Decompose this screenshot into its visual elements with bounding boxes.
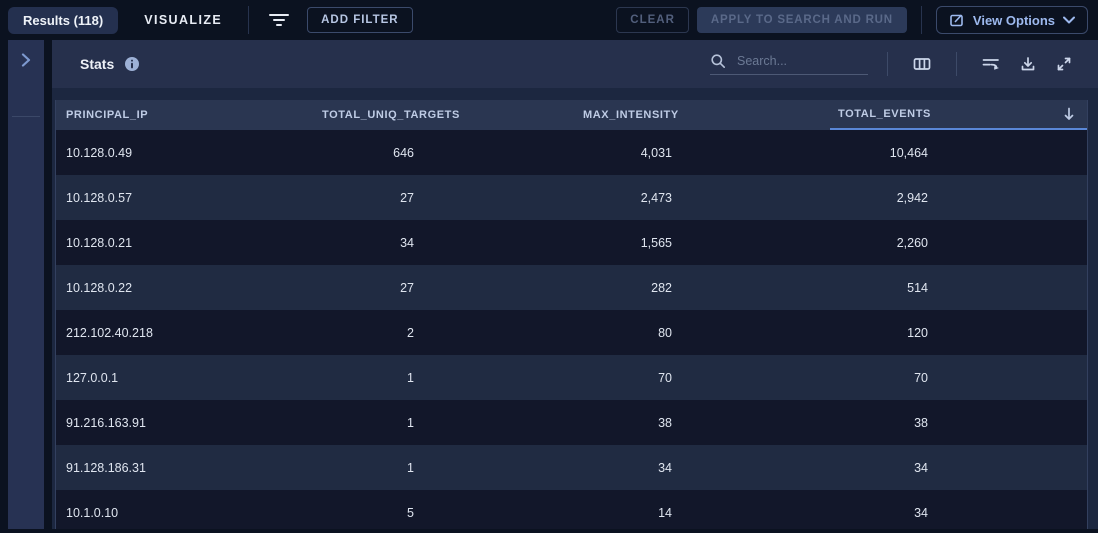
cell-total-uniq-targets[interactable]: 5 [407, 505, 414, 520]
table-body: 10.128.0.49 646 4,031 10,464 10.128.0.57… [56, 130, 1087, 533]
column-header-total-uniq-targets[interactable]: TOTAL_UNIQ_TARGETS [322, 109, 460, 121]
cell-principal-ip[interactable]: 127.0.0.1 [66, 370, 119, 385]
bottom-edge [0, 529, 1098, 533]
apply-to-search-and-run-button[interactable]: APPLY TO SEARCH AND RUN [696, 7, 907, 33]
cell-max-intensity[interactable]: 4,031 [640, 145, 672, 160]
table-row[interactable]: 10.128.0.57 27 2,473 2,942 [56, 175, 1087, 220]
main-area: Stats [0, 40, 1098, 533]
view-options-label: View Options [972, 12, 1055, 28]
cell-max-intensity[interactable]: 34 [658, 460, 672, 475]
cell-principal-ip[interactable]: 212.102.40.218 [66, 325, 153, 340]
wrap-rows-icon[interactable] [980, 54, 1002, 74]
cell-total-uniq-targets[interactable]: 646 [393, 145, 414, 160]
cell-total-uniq-targets[interactable]: 27 [400, 280, 414, 295]
search-icon [710, 53, 726, 69]
stats-table: PRINCIPAL_IP TOTAL_UNIQ_TARGETS MAX_INTE… [55, 100, 1088, 533]
sidebar-expand-button[interactable] [8, 40, 44, 80]
info-icon[interactable] [124, 56, 140, 72]
cell-total-events[interactable]: 514 [907, 280, 928, 295]
table-row[interactable]: 10.1.0.10 5 14 34 [56, 490, 1087, 533]
topbar: Results (118) VISUALIZE ADD FILTER CLEAR… [0, 0, 1098, 40]
table-row[interactable]: 91.216.163.91 1 38 38 [56, 400, 1087, 445]
search-input[interactable] [735, 53, 868, 69]
visualize-tab[interactable]: VISUALIZE [144, 13, 223, 27]
cell-total-events[interactable]: 70 [914, 370, 928, 385]
table-row[interactable]: 127.0.0.1 1 70 70 [56, 355, 1087, 400]
search-box[interactable] [710, 53, 868, 75]
cell-total-events[interactable]: 38 [914, 415, 928, 430]
sidebar-divider [12, 116, 40, 117]
sidebar [8, 40, 44, 533]
column-header-principal-ip[interactable]: PRINCIPAL_IP [66, 109, 149, 121]
table-row[interactable]: 10.128.0.21 34 1,565 2,260 [56, 220, 1087, 265]
cell-total-uniq-targets[interactable]: 27 [400, 190, 414, 205]
cell-principal-ip[interactable]: 10.128.0.57 [66, 190, 133, 205]
add-filter-button[interactable]: ADD FILTER [307, 7, 413, 33]
cell-total-events[interactable]: 34 [914, 460, 928, 475]
view-options-button[interactable]: View Options [935, 6, 1088, 34]
column-header-max-intensity[interactable]: MAX_INTENSITY [583, 109, 679, 121]
column-header-total-events[interactable]: TOTAL_EVENTS [830, 100, 1087, 130]
cell-principal-ip[interactable]: 10.1.0.10 [66, 505, 119, 520]
sort-desc-icon[interactable] [1063, 106, 1075, 125]
toolbar-divider [887, 52, 888, 76]
cell-total-events[interactable]: 2,260 [896, 235, 928, 250]
cell-total-uniq-targets[interactable]: 1 [407, 370, 414, 385]
chevron-down-icon [1063, 16, 1075, 24]
cell-total-events[interactable]: 10,464 [889, 145, 928, 160]
cell-max-intensity[interactable]: 38 [658, 415, 672, 430]
download-icon[interactable] [1018, 54, 1038, 74]
cell-max-intensity[interactable]: 80 [658, 325, 672, 340]
toolbar-divider [956, 52, 957, 76]
results-tab[interactable]: Results (118) [8, 6, 119, 34]
cell-total-uniq-targets[interactable]: 1 [407, 460, 414, 475]
view-options-icon [949, 12, 965, 28]
cell-principal-ip[interactable]: 10.128.0.21 [66, 235, 133, 250]
cell-principal-ip[interactable]: 91.216.163.91 [66, 415, 146, 430]
clear-button[interactable]: CLEAR [616, 7, 689, 33]
filter-lines-icon[interactable] [267, 10, 291, 30]
cell-total-uniq-targets[interactable]: 34 [400, 235, 414, 250]
cell-max-intensity[interactable]: 282 [651, 280, 672, 295]
topbar-divider [248, 6, 250, 34]
panel-title: Stats [80, 56, 115, 72]
cell-total-events[interactable]: 2,942 [896, 190, 928, 205]
table-row[interactable]: 10.128.0.22 27 282 514 [56, 265, 1087, 310]
cell-principal-ip[interactable]: 91.128.186.31 [66, 460, 146, 475]
chevron-right-icon [21, 53, 31, 67]
column-header-label: TOTAL_EVENTS [838, 108, 931, 120]
cell-max-intensity[interactable]: 2,473 [640, 190, 672, 205]
cell-principal-ip[interactable]: 10.128.0.49 [66, 145, 133, 160]
stats-toolbar: Stats [52, 40, 1098, 88]
cell-total-uniq-targets[interactable]: 2 [407, 325, 414, 340]
cell-principal-ip[interactable]: 10.128.0.22 [66, 280, 133, 295]
view-columns-icon[interactable] [911, 54, 933, 74]
table-row[interactable]: 212.102.40.218 2 80 120 [56, 310, 1087, 355]
cell-total-events[interactable]: 120 [907, 325, 928, 340]
expand-icon[interactable] [1054, 54, 1074, 74]
cell-max-intensity[interactable]: 14 [658, 505, 672, 520]
cell-max-intensity[interactable]: 70 [658, 370, 672, 385]
stats-panel: Stats [52, 40, 1098, 533]
table-row[interactable]: 91.128.186.31 1 34 34 [56, 445, 1087, 490]
cell-total-events[interactable]: 34 [914, 505, 928, 520]
cell-total-uniq-targets[interactable]: 1 [407, 415, 414, 430]
cell-max-intensity[interactable]: 1,565 [640, 235, 672, 250]
table-header-row: PRINCIPAL_IP TOTAL_UNIQ_TARGETS MAX_INTE… [56, 100, 1087, 130]
table-row[interactable]: 10.128.0.49 646 4,031 10,464 [56, 130, 1087, 175]
topbar-divider [920, 6, 922, 34]
